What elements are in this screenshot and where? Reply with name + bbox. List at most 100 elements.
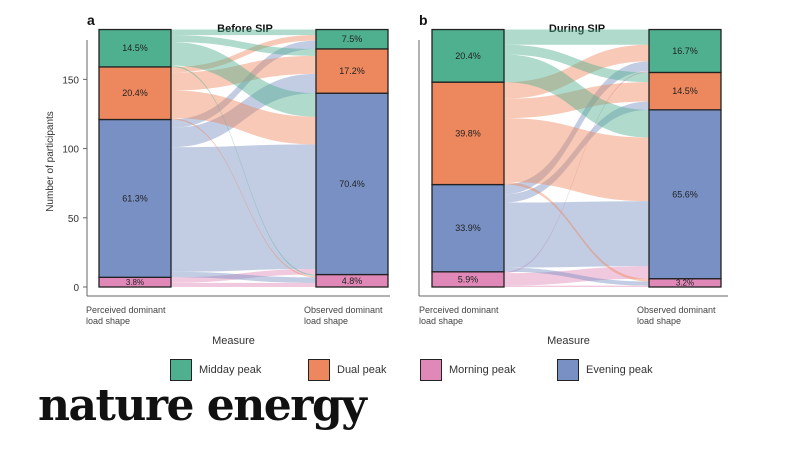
flow-dual-peak-to-midday-peak (504, 44, 649, 99)
bar-segment-midday-peak (98, 28, 172, 68)
bar-segment-dual-peak (98, 66, 172, 121)
bar-segment-evening-peak (98, 118, 172, 278)
flow-evening-peak-to-dual-peak (171, 73, 316, 148)
flow-evening-peak-to-morning-peak (504, 267, 649, 286)
x-category-label: Observed dominant load shape (637, 305, 716, 326)
flow-morning-peak-to-evening-peak (171, 269, 316, 283)
panel-letter-b: b (419, 12, 428, 28)
legend-item-evening-peak: Evening peak (557, 358, 653, 382)
flow-dual-peak-to-midday-peak (171, 35, 316, 73)
legend-item-midday-peak: Midday peak (170, 358, 261, 382)
flow-dual-peak-to-morning-peak (171, 118, 316, 278)
flow-dual-peak-to-morning-peak (504, 181, 649, 282)
flow-morning-peak-to-morning-peak (504, 285, 649, 287)
bar-segment-midday-peak (431, 28, 505, 83)
stacked-bar-observed: 3.2% 65.6% 14.5% 16.7% (648, 28, 722, 288)
stacked-bar-observed: 4.8% 70.4% 17.2% 7.5% (315, 28, 389, 288)
flows (171, 29, 316, 287)
nature-energy-logo: nature energy (38, 380, 367, 431)
flow-dual-peak-to-dual-peak (504, 82, 649, 119)
legend-swatch-dual-peak (308, 359, 330, 381)
bar-segment-evening-peak (315, 92, 389, 276)
flow-dual-peak-to-dual-peak (171, 55, 316, 91)
data-label-midday-peak: 7.5% (342, 34, 363, 44)
data-label-morning-peak: 3.2% (676, 279, 694, 288)
x-category-label-line: load shape (419, 316, 463, 326)
data-label-midday-peak: 16.7% (672, 46, 698, 56)
flow-evening-peak-to-dual-peak (504, 101, 649, 203)
data-label-evening-peak: 61.3% (122, 193, 148, 203)
stacked-bar-perceived: 5.9% 33.9% 39.8% 20.4% (431, 28, 505, 288)
flow-midday-peak-to-dual-peak (504, 44, 649, 83)
data-label-midday-peak: 14.5% (122, 43, 148, 53)
data-label-dual-peak: 17.2% (339, 66, 365, 76)
data-label-morning-peak: 4.8% (342, 276, 363, 286)
chart-legend: Midday peak Dual peak Morning peak Eveni… (0, 358, 805, 384)
legend-item-morning-peak: Morning peak (420, 358, 516, 382)
bar-segment-dual-peak (315, 48, 389, 94)
flow-evening-peak-to-evening-peak (171, 144, 316, 272)
legend-item-dual-peak: Dual peak (308, 358, 387, 382)
data-label-evening-peak: 70.4% (339, 179, 365, 189)
data-label-dual-peak: 20.4% (122, 88, 148, 98)
x-category-label-line: Observed dominant (304, 305, 383, 315)
bar-segment-midday-peak (648, 28, 722, 74)
x-category-label-line: load shape (304, 316, 348, 326)
x-axis-label: Measure (547, 335, 590, 347)
flow-morning-peak-to-evening-peak (504, 266, 649, 286)
x-category-label-line: Perceived dominant (419, 305, 499, 315)
panel-title: Before SIP (217, 23, 273, 35)
flow-evening-peak-to-morning-peak (171, 271, 316, 283)
y-tick-label: 150 (62, 75, 79, 86)
bar-segment-evening-peak (648, 109, 722, 280)
x-axis-label: Measure (212, 335, 255, 347)
data-label-midday-peak: 20.4% (455, 51, 481, 61)
panel-a: a Before SIP 0 50 100 150 Number of participan… (45, 12, 390, 347)
panel-title: During SIP (549, 23, 605, 35)
y-tick-label: 0 (73, 283, 79, 294)
data-label-morning-peak: 3.8% (126, 278, 144, 287)
flow-midday-peak-to-evening-peak (504, 54, 649, 138)
legend-swatch-morning-peak (420, 359, 442, 381)
alluvial-figure: a Before SIP 0 50 100 150 Number of participan… (45, 12, 728, 347)
flow-dual-peak-to-evening-peak (171, 90, 316, 145)
legend-label-evening-peak: Evening peak (586, 364, 653, 376)
flow-midday-peak-to-morning-peak (171, 65, 316, 276)
flow-evening-peak-to-evening-peak (504, 201, 649, 268)
data-label-dual-peak: 14.5% (672, 86, 698, 96)
legend-label-dual-peak: Dual peak (337, 364, 387, 376)
flow-evening-peak-to-midday-peak (171, 40, 316, 128)
flow-midday-peak-to-midday-peak (171, 29, 316, 36)
flow-evening-peak-to-midday-peak (504, 61, 649, 195)
bar-segment-midday-peak (315, 28, 389, 50)
x-category-label: Observed dominant load shape (304, 305, 383, 326)
flow-morning-peak-to-midday-peak (504, 71, 649, 274)
legend-label-morning-peak: Morning peak (449, 364, 516, 376)
y-tick-label: 100 (62, 145, 79, 156)
flow-midday-peak-to-evening-peak (171, 41, 316, 117)
flow-morning-peak-to-morning-peak (171, 282, 316, 287)
panel-letter-a: a (87, 12, 95, 28)
legend-label-midday-peak: Midday peak (199, 364, 262, 376)
flow-dual-peak-to-evening-peak (504, 118, 649, 202)
x-category-label: Perceived dominant load shape (86, 305, 166, 326)
y-tick-label: 50 (68, 214, 80, 225)
data-label-dual-peak: 39.8% (455, 128, 481, 138)
flow-midday-peak-to-midday-peak (504, 29, 649, 45)
legend-swatch-midday-peak (170, 359, 192, 381)
x-category-label-line: load shape (637, 316, 681, 326)
bar-segment-dual-peak (431, 81, 505, 186)
bar-segment-dual-peak (648, 71, 722, 111)
y-axis-label: Number of participants (45, 111, 56, 212)
x-category-label-line: load shape (86, 316, 130, 326)
flows (504, 29, 649, 287)
panel-b: b During SIP 5.9% 33.9% 39.8% 20.4% Perceived … (418, 12, 728, 347)
x-category-label-line: Perceived dominant (86, 305, 166, 315)
x-category-label-line: Observed dominant (637, 305, 716, 315)
data-label-evening-peak: 33.9% (455, 223, 481, 233)
data-label-morning-peak: 5.9% (458, 274, 479, 284)
legend-swatch-evening-peak (557, 359, 579, 381)
stacked-bar-perceived: 3.8% 61.3% 20.4% 14.5% (98, 28, 172, 288)
data-label-evening-peak: 65.6% (672, 189, 698, 199)
flow-midday-peak-to-dual-peak (171, 35, 316, 56)
